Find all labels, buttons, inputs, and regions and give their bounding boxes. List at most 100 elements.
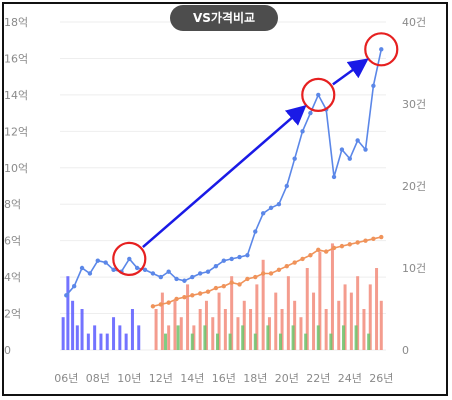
price-point <box>316 247 321 252</box>
price-point <box>150 271 156 276</box>
price-point <box>134 265 140 271</box>
volume-bar <box>274 292 278 350</box>
price-point <box>268 205 274 211</box>
volume-bar <box>318 251 322 350</box>
volume-bar <box>375 268 379 350</box>
y-right-tick-label: 10건 <box>402 262 426 275</box>
volume-bar <box>190 333 194 350</box>
price-point <box>197 291 203 296</box>
volume-bar <box>204 300 208 350</box>
y-left-tick-label: 16억 <box>4 52 28 65</box>
price-point <box>284 263 289 269</box>
price-point <box>158 302 163 307</box>
title-badge[interactable]: VS가격비교 <box>170 5 278 31</box>
price-point <box>103 260 108 265</box>
price-point <box>323 249 329 254</box>
volume-bar <box>362 309 366 350</box>
volume-bar <box>93 325 97 350</box>
price-point <box>260 211 266 216</box>
volume-bar <box>341 325 345 350</box>
x-tick-label: 20년 <box>275 372 299 385</box>
price-point <box>316 92 321 98</box>
price-point <box>253 229 258 234</box>
volume-bar <box>154 309 158 350</box>
price-point <box>363 147 368 152</box>
price-point <box>205 269 211 274</box>
volume-bar <box>368 284 372 350</box>
price-point <box>300 129 305 134</box>
volume-bar <box>255 284 259 350</box>
volume-bar <box>71 300 75 350</box>
x-tick-label: 16년 <box>212 372 236 385</box>
price-point <box>229 280 234 285</box>
volume-bar <box>312 292 316 350</box>
price-point <box>237 254 242 260</box>
price-point <box>64 293 69 298</box>
price-point <box>213 285 219 291</box>
price-point <box>166 269 171 274</box>
price-point <box>182 294 187 300</box>
volume-bar <box>356 276 360 350</box>
y-left-tick-label: 4억 <box>4 271 21 284</box>
trend-arrow <box>332 58 369 86</box>
price-point <box>174 276 179 282</box>
highlight-circle <box>364 32 399 67</box>
y-left-tick-label: 8억 <box>4 198 21 211</box>
volume-bar <box>217 292 221 350</box>
price-point <box>190 274 195 280</box>
volume-bar <box>286 276 290 350</box>
y-left-tick-label: 14억 <box>4 89 28 102</box>
price-point <box>379 47 384 52</box>
x-tick-label: 22년 <box>306 372 330 385</box>
price-point <box>253 274 258 280</box>
price-point <box>260 271 266 276</box>
volume-bar <box>354 325 358 350</box>
y-left-tick-label: 2억 <box>4 308 21 321</box>
volume-bar <box>236 317 240 350</box>
volume-bar <box>118 325 122 350</box>
price-point <box>205 289 211 294</box>
price-point <box>308 110 313 116</box>
volume-bar <box>379 300 383 350</box>
annotations <box>112 32 399 276</box>
price-point <box>197 271 203 276</box>
price-point <box>347 242 352 247</box>
highlight-circle <box>301 77 336 112</box>
x-tick-label: 10년 <box>117 372 141 385</box>
x-tick-label: 14년 <box>180 372 204 385</box>
volume-bar <box>160 292 164 350</box>
price-point <box>158 274 163 280</box>
volume-bar <box>179 317 183 350</box>
volume-bar <box>242 300 246 350</box>
price-point <box>237 282 242 287</box>
volume-bar <box>203 325 207 350</box>
volume-bar <box>305 268 309 350</box>
volume-bar <box>105 333 109 350</box>
volume-bar <box>241 325 245 350</box>
price-point <box>331 245 337 251</box>
y-left-tick-label: 10억 <box>4 162 28 175</box>
price-point <box>347 156 352 161</box>
price-point <box>339 147 345 152</box>
price-point <box>292 156 297 161</box>
volume-bar <box>337 300 341 350</box>
highlight-circle <box>112 241 147 276</box>
x-tick-label: 06년 <box>54 372 78 385</box>
volume-bar <box>267 317 271 350</box>
price-point <box>166 300 171 305</box>
y-right-tick-label: 20건 <box>402 180 426 193</box>
volume-bar <box>164 333 168 350</box>
volume-bar <box>61 317 65 350</box>
price-point <box>229 256 234 262</box>
price-point <box>150 304 156 309</box>
price-point <box>245 253 250 258</box>
price-point <box>79 265 85 271</box>
volume-bar <box>278 333 282 350</box>
price-point <box>276 267 282 273</box>
price-point <box>174 296 179 302</box>
price-point <box>213 263 219 269</box>
volume-bar <box>249 309 253 350</box>
volume-bar <box>198 309 202 350</box>
volume-bar <box>253 333 257 350</box>
